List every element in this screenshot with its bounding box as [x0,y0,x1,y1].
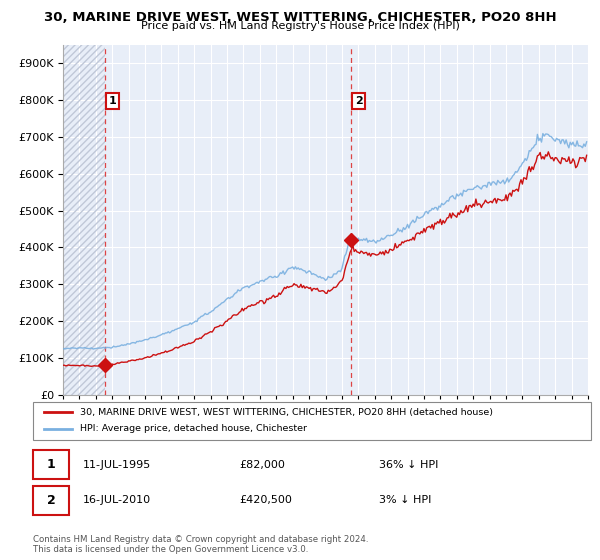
Text: Price paid vs. HM Land Registry's House Price Index (HPI): Price paid vs. HM Land Registry's House … [140,21,460,31]
Text: 36% ↓ HPI: 36% ↓ HPI [379,460,439,470]
Text: Contains HM Land Registry data © Crown copyright and database right 2024.
This d: Contains HM Land Registry data © Crown c… [33,535,368,554]
Text: 1: 1 [47,458,56,472]
FancyBboxPatch shape [33,486,69,515]
Text: £420,500: £420,500 [239,495,292,505]
Text: 30, MARINE DRIVE WEST, WEST WITTERING, CHICHESTER, PO20 8HH (detached house): 30, MARINE DRIVE WEST, WEST WITTERING, C… [80,408,493,417]
Text: £82,000: £82,000 [239,460,286,470]
Text: HPI: Average price, detached house, Chichester: HPI: Average price, detached house, Chic… [80,424,307,433]
FancyBboxPatch shape [33,450,69,479]
Text: 2: 2 [355,96,362,106]
Text: 30, MARINE DRIVE WEST, WEST WITTERING, CHICHESTER, PO20 8HH: 30, MARINE DRIVE WEST, WEST WITTERING, C… [44,11,556,24]
Text: 1: 1 [109,96,116,106]
Text: 2: 2 [47,493,56,507]
Text: 11-JUL-1995: 11-JUL-1995 [83,460,151,470]
Text: 16-JUL-2010: 16-JUL-2010 [83,495,151,505]
Bar [63,45,104,395]
FancyBboxPatch shape [33,402,591,440]
Text: 3% ↓ HPI: 3% ↓ HPI [379,495,431,505]
